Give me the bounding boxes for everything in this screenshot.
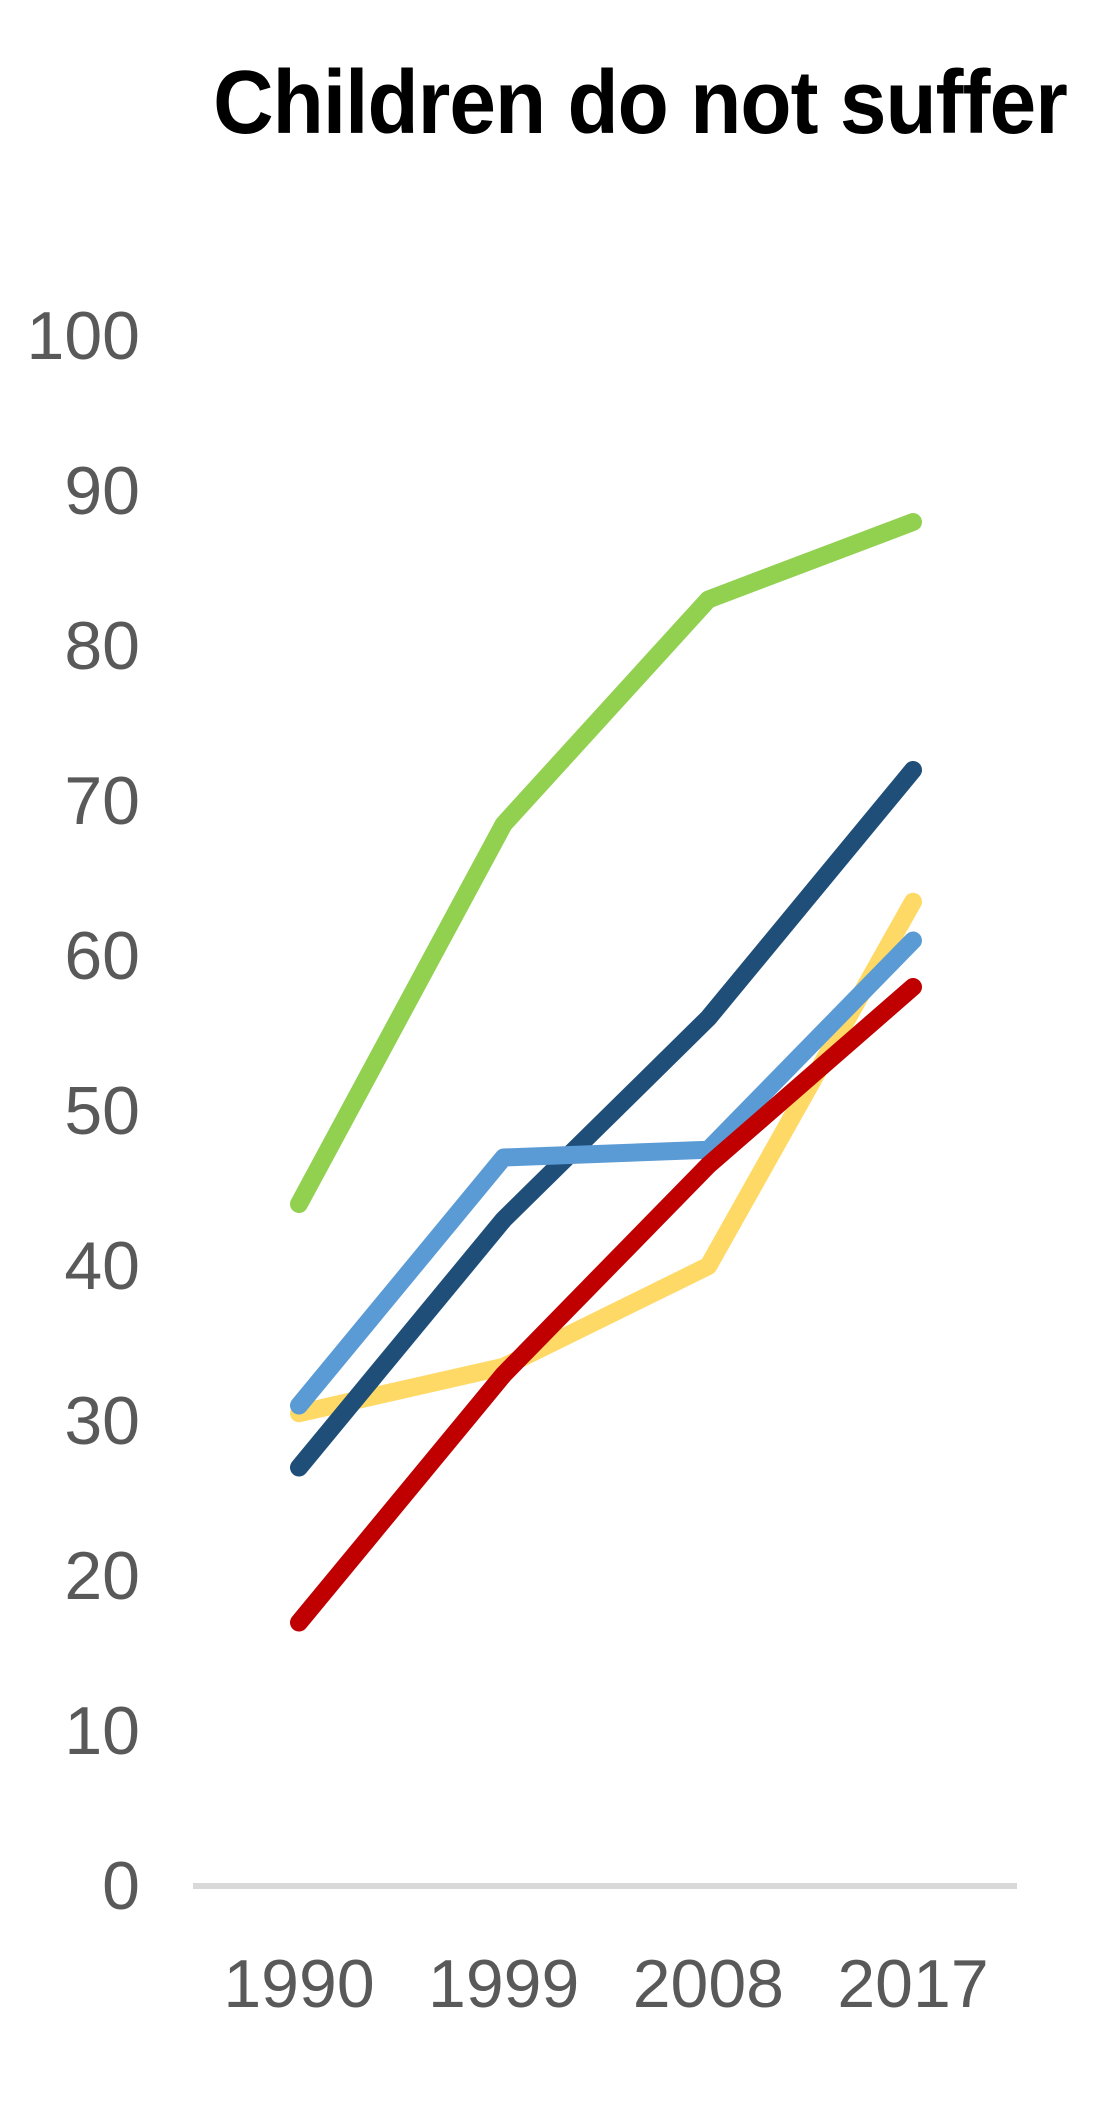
y-tick-label-50: 50: [64, 1073, 140, 1149]
series-line-light-blue: [290, 931, 922, 1415]
x-tick-label-1999: 1999: [428, 1946, 579, 2022]
y-tick-label-40: 40: [64, 1228, 140, 1304]
x-tick-label-2008: 2008: [633, 1946, 784, 2022]
series-line-dark-blue: [290, 761, 922, 1477]
y-tick-label-90: 90: [64, 453, 140, 529]
x-tick-label-2017: 2017: [837, 1946, 988, 2022]
x-tick-label-1990: 1990: [223, 1946, 374, 2022]
y-tick-label-0: 0: [102, 1848, 140, 1924]
y-tick-label-100: 100: [27, 298, 140, 374]
y-tick-label-20: 20: [64, 1538, 140, 1614]
y-tick-label-80: 80: [64, 608, 140, 684]
y-tick-label-30: 30: [64, 1383, 140, 1459]
y-tick-label-10: 10: [64, 1693, 140, 1769]
series-line-green: [290, 513, 922, 1213]
chart-title: Children do not suffer: [213, 53, 1068, 153]
series-line-red: [290, 978, 922, 1632]
y-tick-label-60: 60: [64, 918, 140, 994]
y-tick-label-70: 70: [64, 763, 140, 839]
